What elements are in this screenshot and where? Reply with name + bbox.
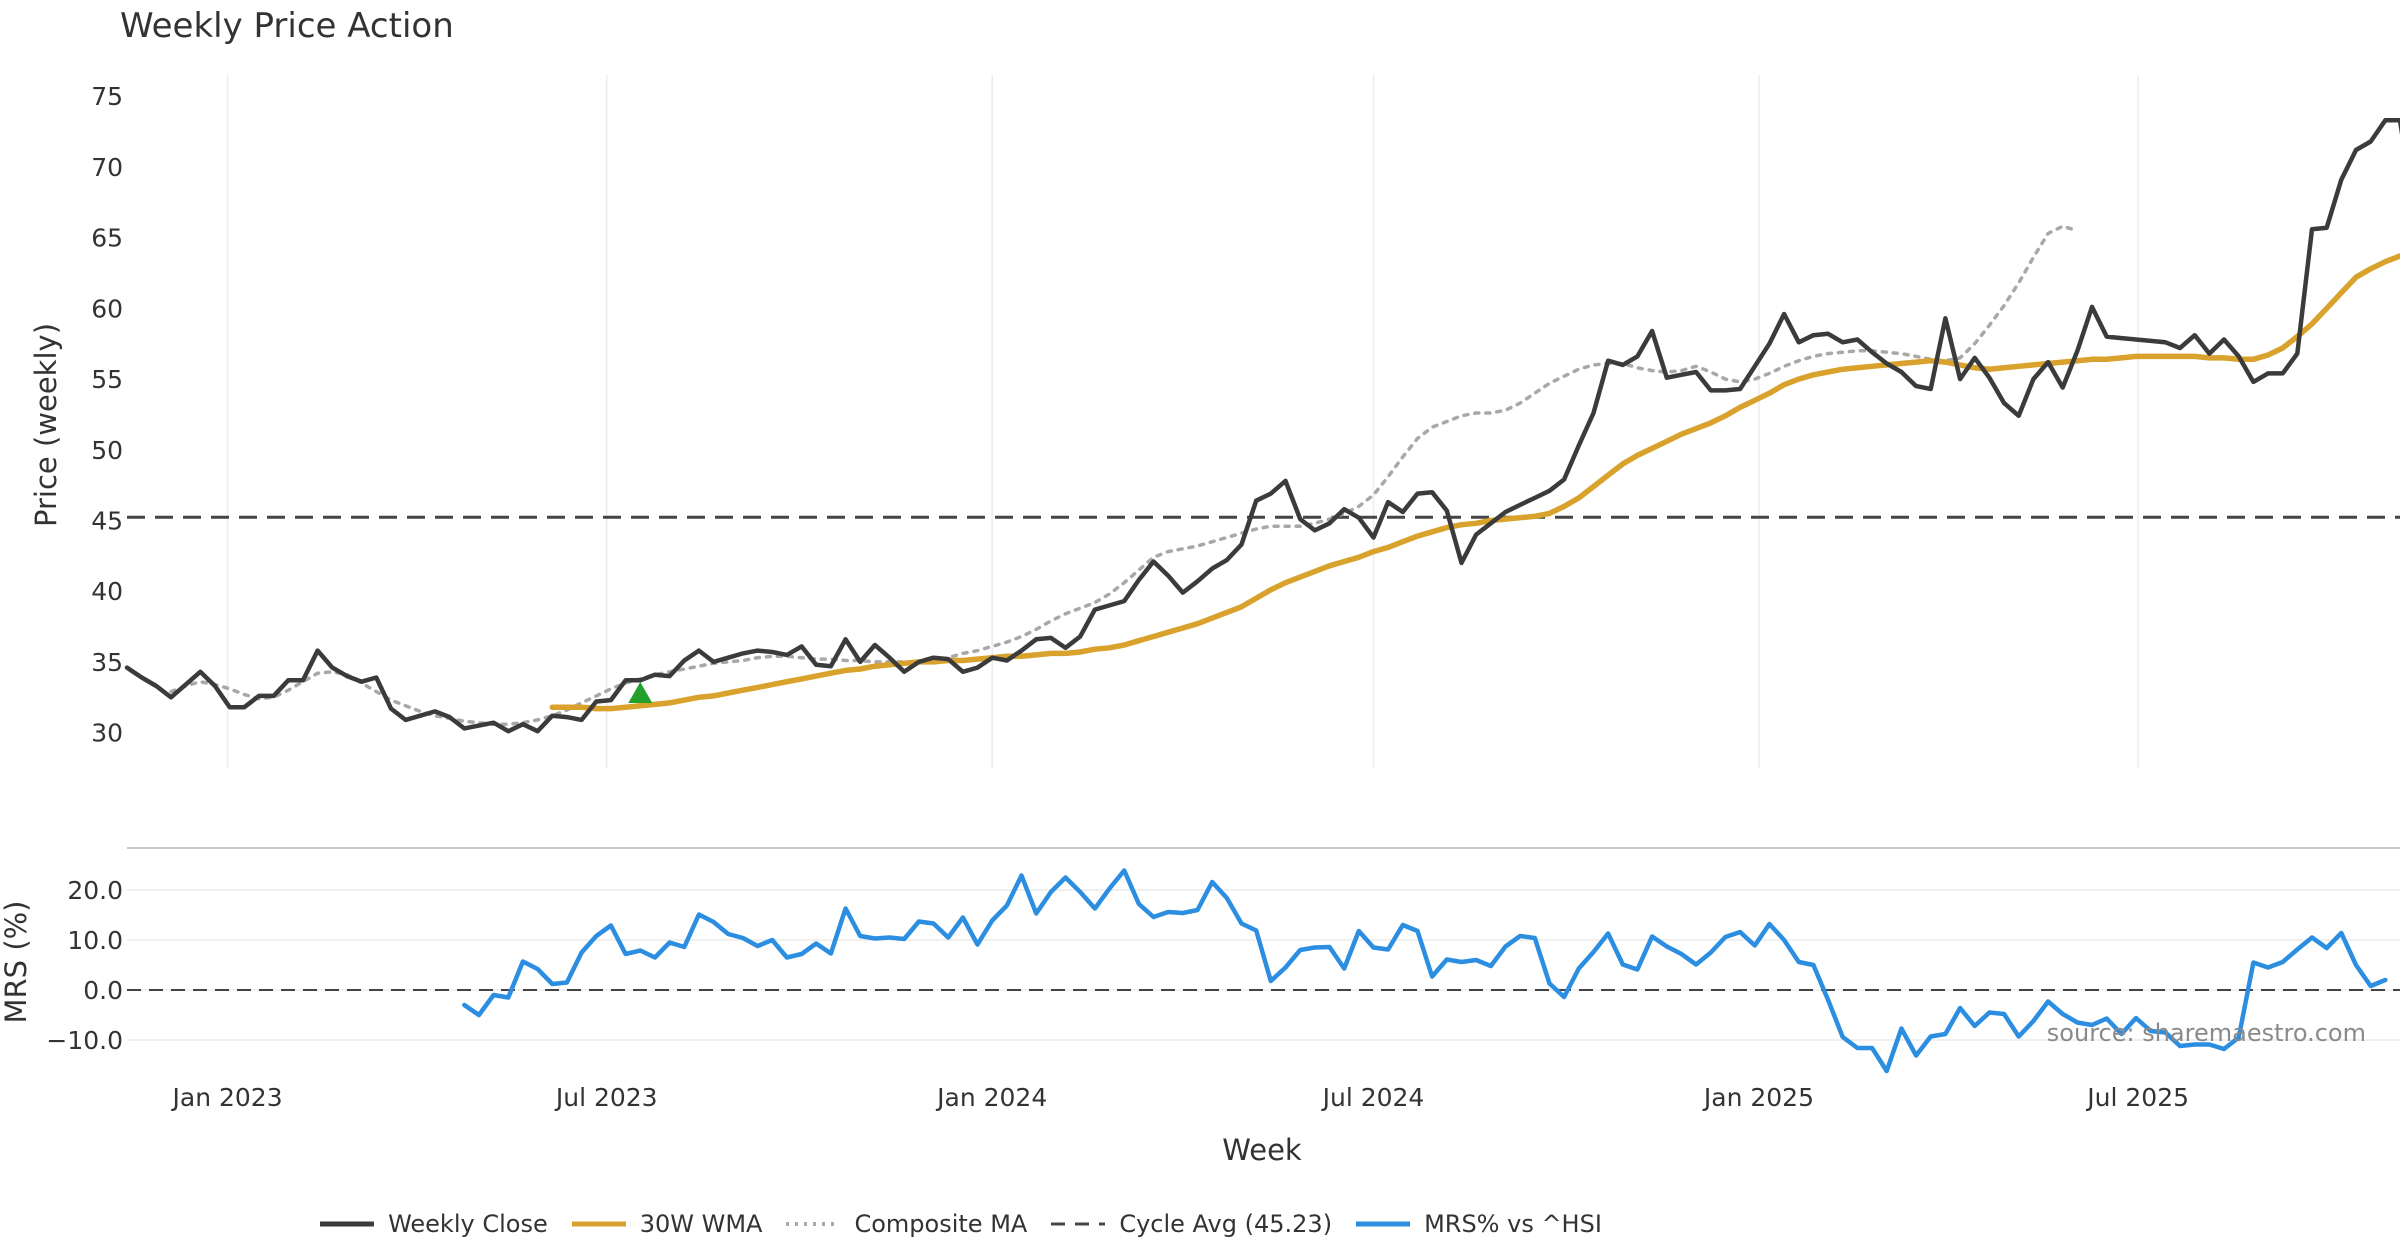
legend-item-composite-ma: Composite MA [784, 1210, 1027, 1238]
series-weekly-close [124, 118, 2400, 734]
series-layer [124, 118, 2400, 1074]
x-tick-label: Jan 2025 [1702, 1083, 1814, 1112]
series-30w-wma [549, 253, 2400, 712]
price-tick-label: 45 [91, 507, 123, 536]
legend-item-cycle-avg-45-23: Cycle Avg (45.23) [1049, 1210, 1332, 1238]
price-tick-label: 65 [91, 224, 123, 253]
marker-layer [628, 682, 653, 704]
legend-swatch [1049, 1217, 1107, 1231]
mrs-tick-label: −10.0 [46, 1026, 123, 1055]
source-attribution: source: sharemaestro.com [2046, 1019, 2366, 1047]
series-mrs-vs-hsi [462, 868, 2388, 1074]
x-tick-label: Jan 2023 [171, 1083, 283, 1112]
price-tick-label: 30 [91, 719, 123, 748]
legend-label: Cycle Avg (45.23) [1119, 1210, 1333, 1238]
price-tick-label: 35 [91, 648, 123, 677]
x-tick-label: Jul 2023 [554, 1083, 658, 1112]
legend-label: Composite MA [854, 1210, 1028, 1238]
legend-swatch [784, 1217, 842, 1231]
x-tick-label: Jul 2025 [2085, 1083, 2189, 1112]
legend-label: MRS% vs ^HSI [1424, 1210, 1602, 1238]
price-axis-label: Price (weekly) [29, 323, 63, 527]
legend-swatch [1354, 1217, 1412, 1231]
price-tick-label: 50 [91, 436, 123, 465]
grid-layer [127, 75, 2400, 1041]
legend-item-mrs-vs-hsi: MRS% vs ^HSI [1354, 1210, 1602, 1238]
axis-layer: 30 35 40 45 50 55 60 65 70 75 −10.0 0.0 10.0 20.0 Jan … [0, 82, 2189, 1167]
price-tick-label: 55 [91, 365, 123, 394]
legend-swatch [318, 1217, 376, 1231]
mrs-tick-label: 20.0 [67, 876, 123, 905]
legend-label: Weekly Close [388, 1210, 548, 1238]
price-tick-label: 70 [91, 153, 123, 182]
mrs-tick-label: 0.0 [83, 976, 123, 1005]
signal-marker-triangle [628, 682, 653, 704]
x-axis-label: Week [1222, 1133, 1302, 1167]
x-tick-label: Jan 2024 [935, 1083, 1047, 1112]
mrs-axis-label: MRS (%) [0, 901, 33, 1024]
price-tick-label: 75 [91, 82, 123, 111]
chart-legend: Weekly Close 30W WMA Composite MA Cycle Avg… [0, 1210, 1920, 1238]
series-composite-ma [169, 224, 2080, 726]
legend-item-weekly-close: Weekly Close [318, 1210, 548, 1238]
x-tick-label: Jul 2024 [1321, 1083, 1425, 1112]
legend-label: 30W WMA [639, 1210, 763, 1238]
price-tick-label: 60 [91, 294, 123, 323]
legend-swatch [570, 1217, 628, 1231]
mrs-tick-label: 10.0 [67, 926, 123, 955]
legend-item-30w-wma: 30W WMA [570, 1210, 763, 1238]
chart-title: Weekly Price Action [120, 6, 454, 46]
price-tick-label: 40 [91, 577, 123, 606]
reference-lines [127, 515, 2400, 991]
